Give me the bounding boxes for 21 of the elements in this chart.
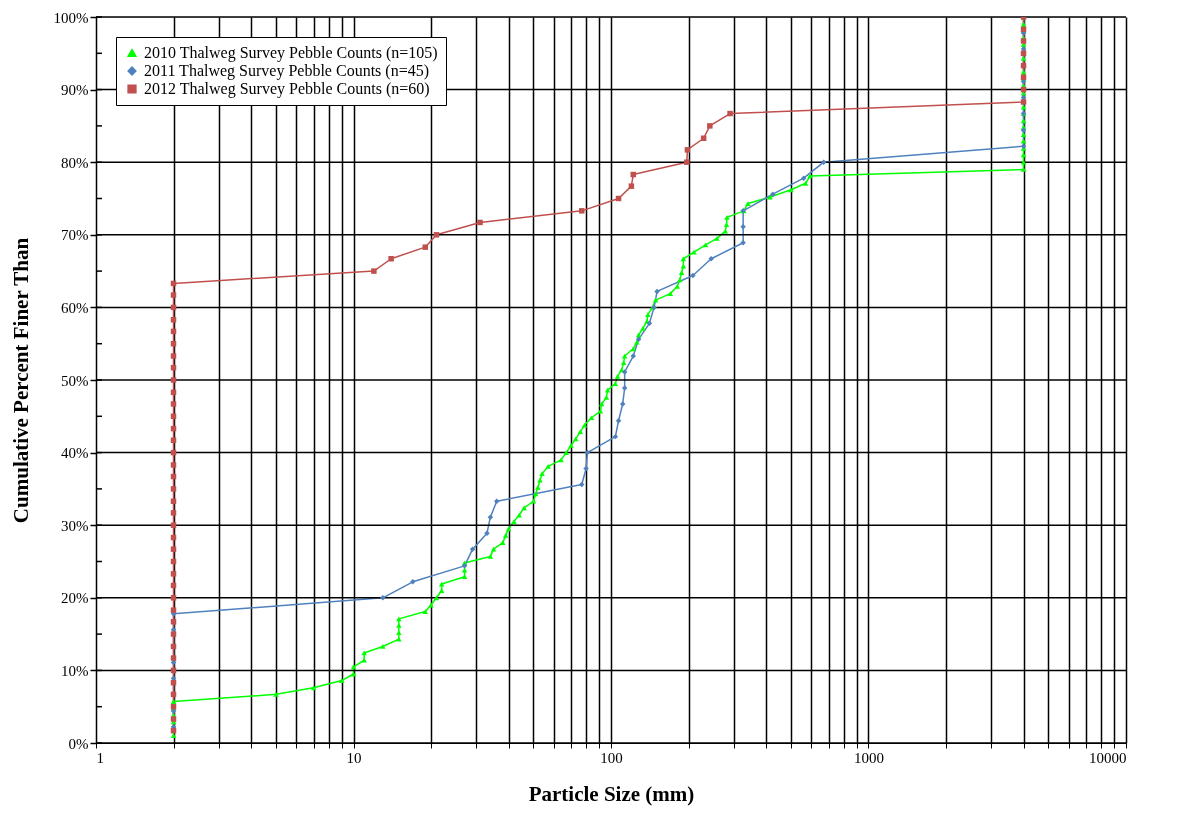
x-tick-label: 100 [600, 749, 623, 766]
legend-label: 2010 Thalweg Survey Pebble Counts (n=105) [144, 44, 438, 62]
y-tick-label: 90% [61, 82, 89, 99]
y-tick-label: 10% [61, 662, 89, 679]
y-tick-label: 100% [53, 9, 89, 26]
x-axis-title: Particle Size (mm) [528, 781, 695, 806]
y-tick-label: 20% [61, 590, 89, 607]
y-tick-label: 30% [61, 517, 89, 534]
y-tick-label: 40% [61, 445, 89, 462]
x-tick-label: 10000 [1089, 749, 1127, 766]
y-tick-label: 80% [61, 154, 89, 171]
x-tick-label: 1 [96, 749, 104, 766]
legend-label: 2011 Thalweg Survey Pebble Counts (n=45) [144, 62, 429, 80]
legend-label: 2012 Thalweg Survey Pebble Counts (n=60) [144, 80, 430, 98]
x-tick-label: 10 [346, 749, 362, 766]
y-axis-title: Cumulative Percent Finer Than [8, 237, 33, 524]
y-tick-label: 60% [61, 299, 89, 316]
y-tick-label: 0% [68, 735, 89, 752]
x-tick-label: 1000 [854, 749, 884, 766]
y-tick-label: 70% [61, 227, 89, 244]
y-tick-label: 50% [61, 372, 89, 389]
